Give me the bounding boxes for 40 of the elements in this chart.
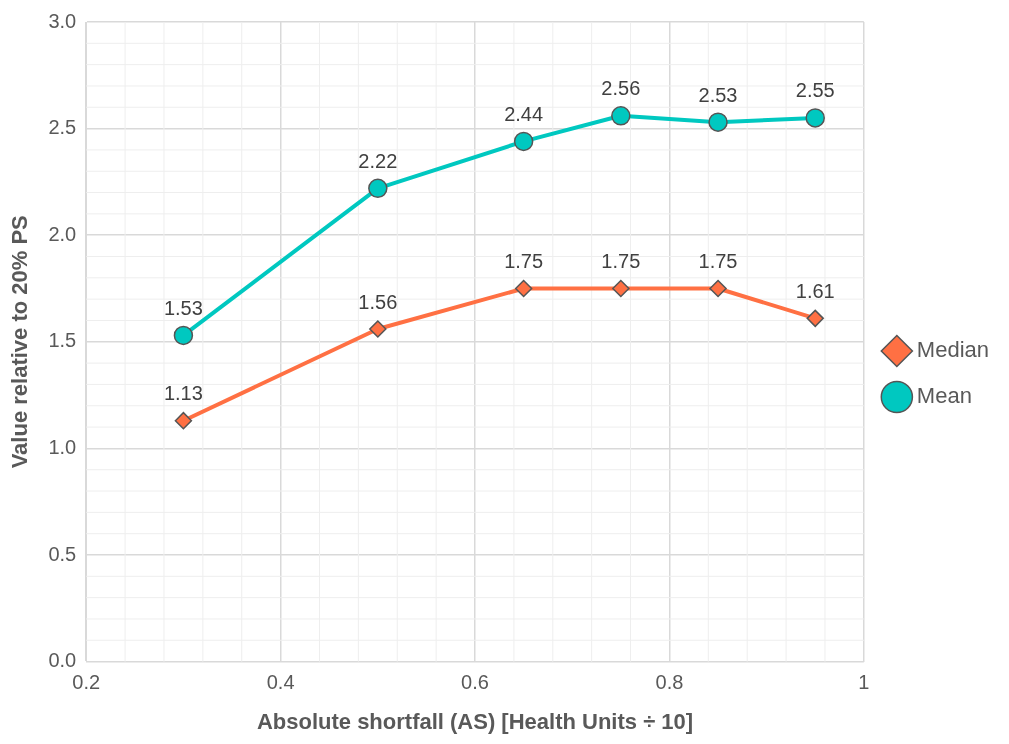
data-label: 2.53: [698, 83, 738, 106]
y-tick-label: 3.0: [48, 9, 77, 32]
y-tick-label: 0.0: [48, 649, 77, 672]
data-label: 2.22: [358, 149, 398, 172]
point: [173, 325, 194, 346]
x-axis-title: Absolute shortfall (AS) [Health Units ÷ 10]: [256, 708, 694, 734]
point: [708, 112, 728, 132]
y-tick-label: 1.0: [48, 435, 77, 458]
x-tick-label: 0.2: [72, 671, 101, 694]
point: [612, 279, 630, 298]
data-label: 1.75: [504, 250, 544, 273]
legend-label: Median: [916, 337, 989, 363]
data-label: 1.61: [795, 279, 835, 302]
y-tick-label: 2.0: [48, 222, 77, 245]
point: [709, 279, 727, 298]
point: [805, 108, 825, 128]
y-tick-label: 0.5: [48, 542, 77, 565]
y-tick-label: 1.5: [48, 329, 77, 352]
x-tick-label: 0.6: [461, 671, 489, 694]
x-tick-label: 1: [858, 671, 870, 694]
data-label: 2.55: [795, 79, 835, 102]
data-label: 1.75: [698, 250, 738, 273]
data-label: 1.56: [358, 290, 398, 313]
y-axis-title: Value relative to 20% PS: [7, 215, 33, 469]
point: [368, 178, 388, 199]
data-label: 2.44: [504, 102, 544, 125]
data-label: 2.56: [601, 77, 641, 100]
point: [513, 131, 534, 152]
data-label: 1.53: [163, 296, 203, 319]
y-tick-label: 2.5: [48, 116, 77, 139]
point: [806, 309, 824, 328]
data-label: 1.75: [601, 250, 641, 273]
point: [369, 320, 387, 338]
x-tick-label: 0.4: [266, 671, 295, 694]
point: [611, 106, 631, 126]
point: [174, 411, 193, 430]
x-tick-label: 0.8: [655, 671, 684, 694]
point: [514, 279, 533, 298]
legend-label: Mean: [916, 383, 972, 409]
data-label: 1.13: [163, 382, 203, 405]
